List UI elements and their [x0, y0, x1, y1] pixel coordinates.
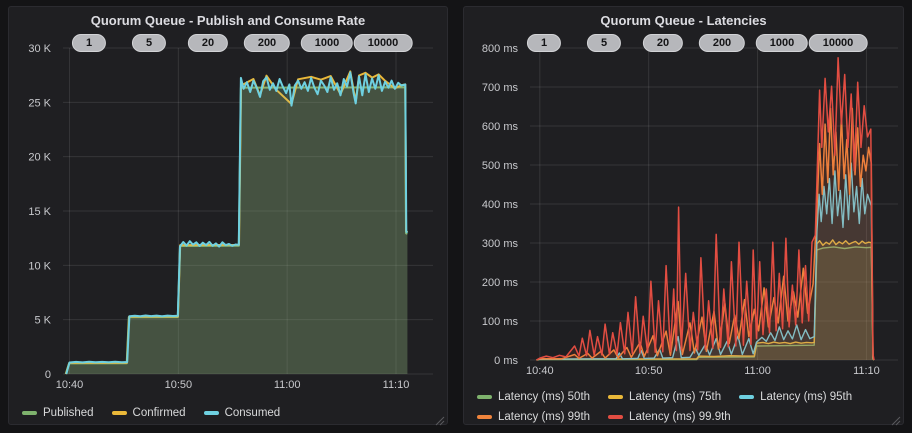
svg-text:25 K: 25 K: [28, 97, 51, 109]
annotation-pill-1[interactable]: 1: [526, 34, 562, 52]
legend-item-label: Confirmed: [132, 407, 186, 419]
annotation-pills: 1 5 20 200 1000 10000: [464, 34, 903, 52]
chart-legend: Latency (ms) 50th Latency (ms) 75th Latenc…: [477, 388, 895, 426]
annotation-pill-5[interactable]: 5: [586, 34, 622, 52]
series-color-dash-icon: [739, 395, 755, 399]
panel-latencies: Quorum Queue - Latencies 0 ms 100 ms 200 m…: [463, 6, 904, 426]
legend-item-label: Latency (ms) 99th: [498, 411, 591, 423]
svg-text:11:00: 11:00: [744, 365, 771, 377]
panel-title[interactable]: Quorum Queue - Latencies: [600, 13, 767, 28]
annotation-pill-200[interactable]: 200: [698, 34, 746, 52]
panel-resize-handle[interactable]: [435, 413, 445, 426]
annotation-pill-20[interactable]: 20: [187, 34, 229, 52]
svg-text:10:40: 10:40: [56, 379, 84, 391]
svg-text:400 ms: 400 ms: [482, 199, 519, 211]
svg-text:0 ms: 0 ms: [494, 355, 518, 367]
annotation-pill-1[interactable]: 1: [71, 34, 107, 52]
annotation-pill-20[interactable]: 20: [642, 34, 684, 52]
svg-text:10:40: 10:40: [526, 365, 554, 377]
panel-resize-handle[interactable]: [891, 413, 901, 426]
svg-text:10:50: 10:50: [635, 365, 663, 377]
svg-text:30 K: 30 K: [28, 43, 51, 55]
svg-text:11:10: 11:10: [383, 379, 410, 391]
legend-item-label: Latency (ms) 50th: [498, 391, 591, 403]
annotation-pill-200[interactable]: 200: [243, 34, 291, 52]
legend-item-label: Consumed: [224, 407, 281, 419]
legend-item-confirmed[interactable]: Confirmed: [111, 404, 186, 422]
series-color-dash-icon: [111, 411, 127, 415]
annotation-pills: 1 5 20 200 1000 10000: [9, 34, 447, 52]
svg-text:10:50: 10:50: [165, 379, 193, 391]
legend-item-label: Latency (ms) 99.9th: [629, 411, 731, 423]
series-color-dash-icon: [608, 415, 624, 419]
svg-text:700 ms: 700 ms: [482, 82, 519, 94]
series-color-dash-icon: [608, 395, 624, 399]
legend-item-label: Latency (ms) 95th: [760, 391, 853, 403]
svg-text:800 ms: 800 ms: [482, 43, 519, 55]
legend-item-latency-ms-50th[interactable]: Latency (ms) 50th: [477, 388, 590, 406]
legend-item-latency-ms-75th[interactable]: Latency (ms) 75th: [608, 388, 721, 406]
svg-text:5 K: 5 K: [34, 315, 51, 327]
svg-text:100 ms: 100 ms: [482, 316, 519, 328]
annotation-pill-10000[interactable]: 10000: [353, 34, 413, 52]
legend-item-published[interactable]: Published: [22, 404, 94, 422]
series-color-dash-icon: [203, 411, 219, 415]
legend-item-consumed[interactable]: Consumed: [203, 404, 281, 422]
annotation-pill-10000[interactable]: 10000: [808, 34, 868, 52]
legend-item-label: Published: [43, 407, 94, 419]
panel-title[interactable]: Quorum Queue - Publish and Consume Rate: [90, 13, 366, 28]
legend-item-latency-ms-95th[interactable]: Latency (ms) 95th: [739, 388, 852, 406]
chart-legend: Published Confirmed Consumed: [22, 404, 439, 422]
svg-text:11:00: 11:00: [274, 379, 301, 391]
series-color-dash-icon: [22, 411, 37, 415]
legend-item-label: Latency (ms) 75th: [629, 391, 722, 403]
annotation-pill-1000[interactable]: 1000: [755, 34, 809, 52]
panel-publish-consume-rate: Quorum Queue - Publish and Consume Rate …: [8, 6, 449, 426]
svg-text:300 ms: 300 ms: [482, 238, 519, 250]
annotation-pill-1000[interactable]: 1000: [300, 34, 354, 52]
svg-text:15 K: 15 K: [28, 206, 51, 218]
legend-item-latency-ms-99th[interactable]: Latency (ms) 99th: [477, 408, 590, 426]
svg-text:0: 0: [45, 369, 51, 381]
svg-text:20 K: 20 K: [28, 152, 51, 164]
series-color-dash-icon: [477, 395, 492, 399]
series-color-dash-icon: [477, 415, 492, 419]
legend-item-latency-ms-99.9th[interactable]: Latency (ms) 99.9th: [608, 408, 731, 426]
latencies-chart[interactable]: 0 ms 100 ms 200 ms 300 ms 400 ms 500 ms 600 ms…: [464, 31, 904, 380]
annotation-pill-5[interactable]: 5: [131, 34, 167, 52]
svg-text:500 ms: 500 ms: [482, 160, 519, 172]
publish-consume-rate-chart[interactable]: 0 5 K 10 K 15 K 20 K 25 K 30 K 10:40 10:50 11:00 1…: [9, 31, 449, 394]
svg-text:10 K: 10 K: [28, 260, 51, 272]
svg-text:11:10: 11:10: [853, 365, 880, 377]
svg-text:600 ms: 600 ms: [482, 121, 519, 133]
svg-text:200 ms: 200 ms: [482, 277, 519, 289]
